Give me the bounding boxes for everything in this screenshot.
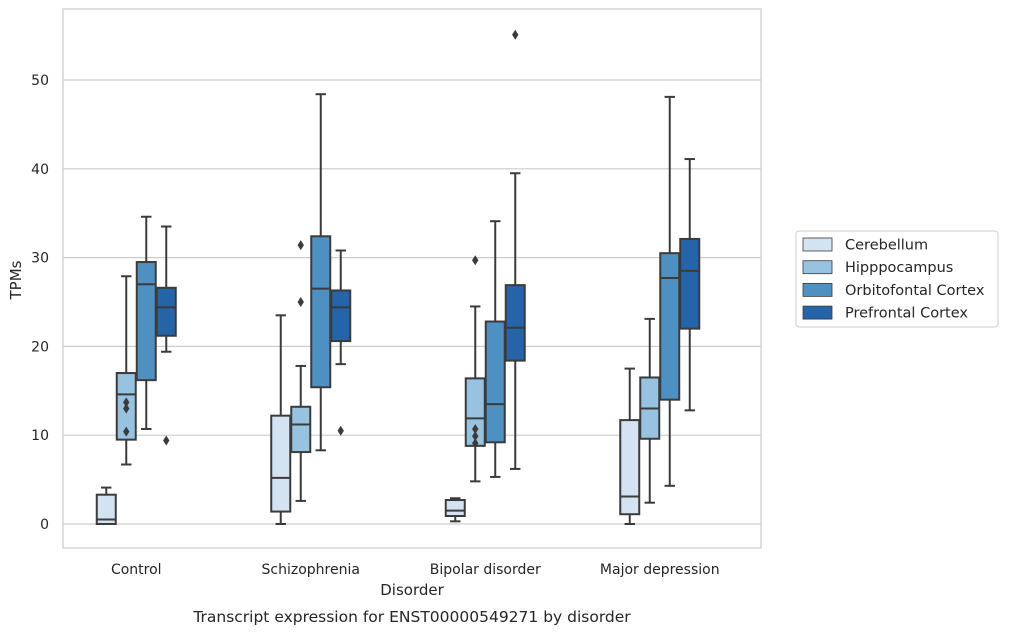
outlier-point bbox=[123, 403, 130, 414]
legend-label: Orbitofontal Cortex bbox=[845, 283, 985, 299]
box-0-0 bbox=[95, 486, 117, 526]
box-iqr bbox=[135, 261, 157, 382]
x-tick-label: Schizophrenia bbox=[262, 562, 360, 578]
box-3-0 bbox=[619, 367, 641, 525]
outlier-point bbox=[123, 397, 130, 408]
box-1-2 bbox=[310, 93, 332, 452]
outlier-point bbox=[512, 29, 519, 40]
box-2-0 bbox=[444, 497, 466, 523]
legend-label: Prefrontal Cortex bbox=[845, 306, 968, 322]
legend-frame bbox=[795, 230, 999, 328]
y-axis-ticks: 0 10 20 30 40 50 bbox=[31, 73, 49, 533]
grid-lines bbox=[63, 79, 761, 525]
outlier-point bbox=[472, 423, 479, 434]
box-iqr bbox=[330, 289, 352, 343]
chart-caption: Transcript expression for ENST0000054927… bbox=[192, 608, 631, 626]
x-axis-ticks: Control Schizophrenia Bipolar disorder Majo… bbox=[111, 562, 720, 578]
box-2-3 bbox=[504, 29, 526, 470]
box-iqr bbox=[155, 286, 177, 337]
box-1-0 bbox=[270, 314, 292, 525]
box-0-2 bbox=[135, 215, 157, 430]
box-2-2 bbox=[484, 220, 506, 478]
box-iqr bbox=[484, 320, 506, 444]
box-1-3 bbox=[330, 249, 352, 436]
box-iqr bbox=[679, 237, 701, 330]
y-tick-label: 20 bbox=[31, 339, 49, 355]
legend: Cerebellum Hipppocampus Orbitofontal Corte… bbox=[795, 230, 999, 328]
legend-label: Hipppocampus bbox=[845, 260, 953, 276]
plot-frame bbox=[62, 8, 762, 549]
box-iqr bbox=[619, 419, 641, 516]
y-tick-label: 40 bbox=[31, 162, 49, 178]
box-iqr bbox=[270, 414, 292, 513]
box-iqr bbox=[290, 405, 312, 454]
box-3-3 bbox=[679, 158, 701, 412]
box-iqr bbox=[444, 499, 466, 518]
legend-label: Cerebellum bbox=[845, 238, 928, 254]
y-tick-label: 50 bbox=[31, 73, 49, 89]
plot-background bbox=[63, 9, 761, 548]
outlier-point bbox=[123, 426, 130, 437]
x-tick-label: Control bbox=[111, 562, 162, 578]
legend-swatch bbox=[802, 237, 833, 252]
box-3-1 bbox=[639, 317, 661, 504]
outlier-point bbox=[472, 255, 479, 266]
outlier-point bbox=[163, 435, 170, 446]
box-2-1 bbox=[464, 255, 486, 483]
box-1-1 bbox=[290, 240, 312, 502]
outlier-point bbox=[472, 438, 479, 449]
box-iqr bbox=[95, 493, 117, 526]
box-3-2 bbox=[659, 95, 681, 487]
y-tick-label: 30 bbox=[31, 251, 49, 267]
legend-swatch bbox=[802, 282, 833, 297]
box-iqr bbox=[310, 235, 332, 389]
box-series bbox=[95, 29, 701, 526]
legend-swatch bbox=[802, 305, 833, 320]
box-0-3 bbox=[155, 225, 177, 446]
outlier-point bbox=[472, 431, 479, 442]
y-tick-label: 0 bbox=[40, 517, 49, 533]
box-iqr bbox=[659, 252, 681, 401]
x-axis-title: Disorder bbox=[380, 581, 444, 599]
legend-swatch bbox=[802, 260, 833, 275]
box-0-1 bbox=[115, 275, 137, 466]
y-axis-title: TPMs bbox=[7, 260, 25, 300]
y-tick-label: 10 bbox=[31, 428, 49, 444]
outlier-point bbox=[297, 240, 304, 251]
outlier-point bbox=[337, 425, 344, 436]
box-iqr bbox=[504, 284, 526, 362]
x-tick-label: Major depression bbox=[600, 562, 720, 578]
x-tick-label: Bipolar disorder bbox=[430, 562, 541, 578]
outlier-point bbox=[297, 297, 304, 307]
